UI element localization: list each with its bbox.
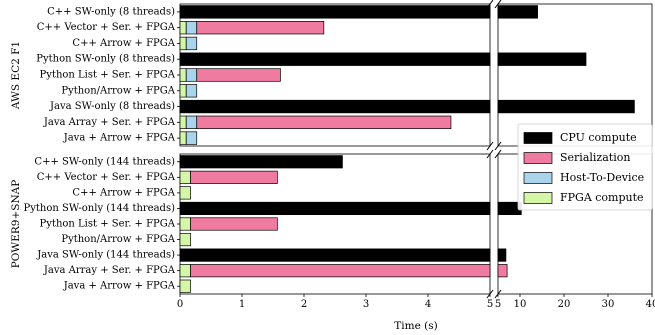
bar-python-arrow-fpga-fpga-compute [179, 84, 187, 98]
legend-label: Serialization [560, 151, 630, 164]
bar-java-array-ser-fpga-fpga-compute [179, 264, 191, 278]
x-tick-label: 1 [239, 299, 245, 310]
bar-python-arrow-fpga-fpga-compute [179, 232, 191, 247]
bar-java-arrow-fpga-fpga-compute [179, 131, 187, 145]
axis-break-gap [490, 0, 498, 8]
legend-label: Host-To-Device [560, 171, 644, 184]
bar-c-arrow-fpga-host-to-device [185, 36, 198, 51]
category-label: Python List + Ser. + FPGA [40, 219, 176, 230]
legend-swatch [523, 172, 553, 184]
category-label: C++ SW-only (144 threads) [34, 156, 175, 167]
panel-label: AWS EC2 F1 [10, 41, 22, 110]
bar-c-arrow-fpga-fpga-compute [179, 36, 187, 51]
bar-c-vector-ser-fpga-serialization [190, 170, 278, 184]
category-label: Python/Arrow + FPGA [61, 85, 175, 96]
bar-java-array-ser-fpga-serialization [190, 264, 491, 278]
bar-java-array-ser-fpga-serialization-right [497, 264, 508, 278]
category-label: C++ Vector + Ser. + FPGA [37, 22, 176, 33]
bar-java-array-ser-fpga-serialization [196, 115, 452, 129]
x-tick-label: 20 [558, 299, 571, 310]
bar-python-list-ser-fpga-fpga-compute [179, 68, 187, 82]
axis-break-gap [490, 142, 498, 150]
x-tick-label: 5 [495, 299, 501, 310]
x-tick-label: 4 [425, 299, 431, 310]
legend-swatch [523, 152, 553, 164]
x-tick-label: 30 [602, 299, 615, 310]
bar-python-list-ser-fpga-serialization [196, 68, 281, 82]
bar-python-sw-only-144-threads-cpu-compute [179, 201, 491, 216]
category-label: Java Array + Ser. + FPGA [43, 117, 176, 128]
axis-break-mark [494, 0, 502, 9]
bar-java-arrow-fpga-host-to-device [185, 131, 198, 145]
bar-c-sw-only-8-threads-cpu-compute [179, 5, 491, 19]
panel-label: POWER9+SNAP [10, 180, 22, 269]
category-label: Java + Arrow + FPGA [63, 133, 176, 144]
category-label: Java Array + Ser. + FPGA [43, 265, 176, 276]
bar-c-sw-only-8-threads-cpu-compute-right [497, 5, 538, 19]
axis-break-mark [486, 0, 494, 9]
x-tick-label: 3 [363, 299, 369, 310]
x-tick-label: 5 [487, 299, 493, 310]
bar-java-array-ser-fpga-host-to-device [185, 115, 198, 129]
x-tick-label: 40 [646, 299, 655, 310]
bar-c-sw-only-144-threads-cpu-compute [179, 155, 343, 169]
category-label: C++ SW-only (8 threads) [47, 6, 175, 17]
bar-c-vector-ser-fpga-fpga-compute [179, 21, 187, 35]
legend-box [517, 123, 653, 211]
legend-swatch [523, 192, 553, 204]
legend-swatch [523, 132, 553, 144]
category-label: Python/Arrow + FPGA [61, 234, 175, 245]
bar-c-arrow-fpga-fpga-compute [179, 186, 191, 200]
bar-python-list-ser-fpga-fpga-compute [179, 217, 191, 231]
category-label: Java SW-only (8 threads) [49, 101, 175, 112]
axis-break-gap [490, 290, 498, 298]
axis-break-mark [494, 141, 502, 151]
bar-python-list-ser-fpga-host-to-device [185, 68, 198, 82]
x-axis-title: Time (s) [394, 320, 437, 332]
bar-java-sw-only-144-threads-cpu-compute [179, 248, 491, 262]
bar-java-sw-only-144-threads-cpu-compute-right [497, 248, 507, 262]
category-label: C++ Arrow + FPGA [72, 187, 175, 198]
bar-java-sw-only-8-threads-cpu-compute [179, 99, 491, 114]
axis-break-gap [490, 150, 498, 158]
axis-break-mark [486, 149, 494, 159]
bar-java-array-ser-fpga-fpga-compute [179, 115, 187, 129]
bar-python-list-ser-fpga-serialization [190, 217, 278, 231]
category-label: Python SW-only (8 threads) [36, 54, 175, 65]
axis-break-mark [486, 141, 494, 151]
category-label: Java SW-only (144 threads) [36, 250, 175, 261]
bar-c-vector-ser-fpga-serialization [196, 21, 325, 35]
bar-python-sw-only-8-threads-cpu-compute [179, 52, 491, 66]
bar-c-vector-ser-fpga-host-to-device [185, 21, 198, 35]
category-label: Python List + Ser. + FPGA [40, 70, 176, 81]
category-label: Python SW-only (144 threads) [24, 203, 176, 214]
x-tick-label: 2 [301, 299, 307, 310]
x-tick-label: 10 [514, 299, 527, 310]
category-label: Java + Arrow + FPGA [63, 281, 176, 292]
category-label: C++ Vector + Ser. + FPGA [37, 172, 176, 183]
bar-c-vector-ser-fpga-fpga-compute [179, 170, 191, 184]
legend-label: CPU compute [560, 131, 637, 144]
legend-label: FPGA compute [560, 191, 644, 204]
bar-python-sw-only-8-threads-cpu-compute-right [497, 52, 587, 66]
bar-java-arrow-fpga-fpga-compute [179, 279, 191, 293]
axis-break-mark [494, 149, 502, 159]
x-tick-label: 0 [177, 299, 183, 310]
bar-java-sw-only-8-threads-cpu-compute-right [497, 99, 635, 114]
category-label: C++ Arrow + FPGA [72, 38, 175, 49]
bar-python-arrow-fpga-host-to-device [185, 84, 198, 98]
